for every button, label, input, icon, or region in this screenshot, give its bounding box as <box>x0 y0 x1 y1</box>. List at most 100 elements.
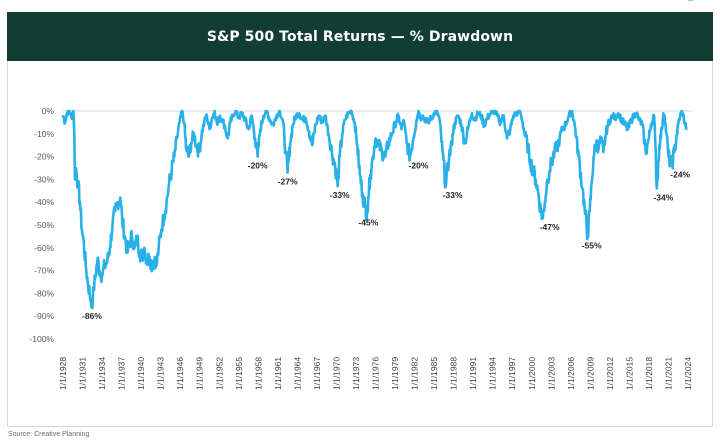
data-point <box>677 123 680 126</box>
data-point <box>521 121 524 124</box>
data-point <box>681 110 683 112</box>
data-point <box>170 169 173 172</box>
data-point <box>318 114 320 117</box>
drawdown-label: -55% <box>582 240 602 250</box>
data-point <box>131 235 133 238</box>
data-point <box>126 251 129 254</box>
x-tick-label: 1/1/1949 <box>195 357 205 390</box>
data-point <box>515 112 518 115</box>
data-point <box>347 112 349 115</box>
data-point <box>460 123 463 126</box>
data-point <box>259 128 262 131</box>
data-point <box>244 119 247 121</box>
data-point <box>662 117 664 119</box>
data-point <box>190 142 193 144</box>
data-point <box>605 133 607 135</box>
data-point <box>262 114 265 117</box>
data-point <box>568 114 570 117</box>
data-point <box>400 128 403 131</box>
data-point <box>256 155 259 158</box>
data-point <box>377 144 380 146</box>
data-point <box>577 155 580 158</box>
drawdown-label: -34% <box>653 193 673 203</box>
data-point <box>72 110 75 112</box>
data-point <box>98 269 101 272</box>
x-axis: 1/1/1928 1/1/1931 1/1/1934 1/1/1937 1/1/1940… <box>58 357 693 390</box>
data-point <box>542 217 544 219</box>
data-point <box>463 142 466 144</box>
x-tick-label: 1/1/1988 <box>449 357 459 390</box>
data-point <box>289 142 292 144</box>
data-point <box>84 265 87 267</box>
data-point <box>298 112 301 115</box>
x-tick-label: 1/1/1937 <box>117 357 127 390</box>
drawdown-label: -20% <box>409 161 429 171</box>
data-point <box>648 137 650 140</box>
data-point <box>64 121 66 124</box>
data-point <box>561 128 564 131</box>
data-point <box>630 119 633 121</box>
data-point <box>367 196 370 199</box>
data-point <box>124 235 126 238</box>
series-layer <box>61 0 694 310</box>
data-point <box>609 119 611 121</box>
data-point <box>402 119 405 121</box>
data-point <box>574 128 577 131</box>
data-point <box>473 119 476 121</box>
data-point <box>153 256 156 258</box>
x-tick-label: 1/1/2012 <box>605 357 615 390</box>
data-point <box>116 201 119 203</box>
data-point <box>607 123 609 126</box>
y-tick-label: -100% <box>29 334 54 344</box>
data-point <box>409 155 411 158</box>
data-point <box>193 133 195 135</box>
data-point <box>469 117 472 119</box>
data-point <box>366 212 368 215</box>
drawdown-label: -47% <box>540 222 560 232</box>
data-point <box>489 112 492 115</box>
data-point <box>537 192 540 194</box>
data-point <box>146 260 148 263</box>
x-tick-label: 1/1/1958 <box>253 357 263 390</box>
data-point <box>157 247 160 249</box>
data-point <box>237 117 240 119</box>
data-point <box>216 123 219 126</box>
data-point <box>265 110 268 112</box>
data-point <box>109 247 111 249</box>
data-point <box>655 187 658 190</box>
y-tick-label: -20% <box>34 152 54 162</box>
data-point <box>519 110 521 112</box>
data-point <box>441 151 444 153</box>
data-point <box>595 142 598 144</box>
data-point <box>658 144 661 146</box>
data-point <box>286 171 289 174</box>
x-tick-label: 1/1/1928 <box>58 357 68 390</box>
data-point <box>70 117 73 119</box>
data-point <box>308 130 310 133</box>
data-point <box>187 155 190 158</box>
data-point <box>143 247 146 249</box>
data-point <box>314 123 317 126</box>
data-point <box>598 146 600 149</box>
data-point <box>361 192 364 194</box>
data-point <box>483 123 486 126</box>
data-point <box>650 123 652 126</box>
data-point <box>412 137 415 140</box>
data-point <box>599 137 602 140</box>
y-tick-label: -90% <box>34 311 54 321</box>
data-point <box>168 183 170 185</box>
data-point <box>644 151 647 153</box>
data-point <box>226 137 229 140</box>
data-point <box>62 114 64 117</box>
data-point <box>381 151 383 153</box>
data-point <box>641 123 644 126</box>
data-point <box>241 112 243 115</box>
data-point <box>454 121 456 124</box>
data-point <box>341 133 344 135</box>
data-point <box>356 144 359 146</box>
data-point <box>419 117 422 119</box>
data-point <box>614 117 616 119</box>
data-point <box>336 185 339 188</box>
data-point <box>435 110 437 112</box>
x-tick-label: 1/1/1955 <box>234 357 244 390</box>
